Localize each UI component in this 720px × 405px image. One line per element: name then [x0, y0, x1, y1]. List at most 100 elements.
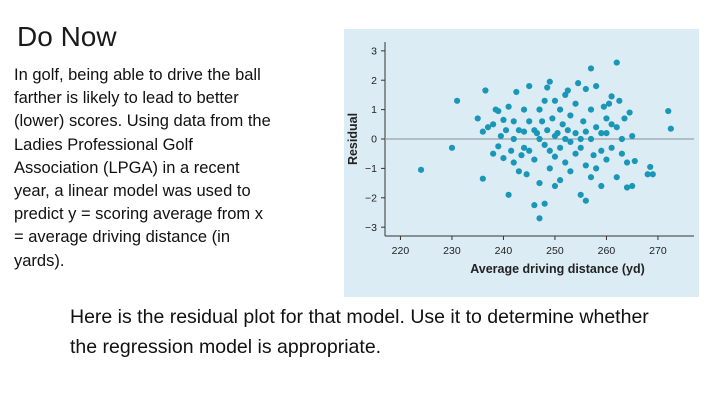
- data-point: [520, 144, 528, 151]
- y-tick-label: −1: [365, 163, 377, 175]
- data-point: [613, 174, 620, 181]
- data-point: [587, 135, 595, 143]
- data-point: [562, 159, 569, 166]
- data-point: [557, 144, 564, 151]
- data-point: [526, 147, 533, 154]
- data-point: [490, 121, 497, 128]
- y-tick-label: −3: [365, 222, 377, 234]
- data-point: [577, 144, 584, 151]
- data-point: [474, 115, 481, 122]
- data-point: [665, 107, 672, 115]
- data-point: [533, 130, 541, 137]
- x-axis-title: Average driving distance (yd): [470, 262, 645, 276]
- data-point: [557, 106, 564, 113]
- data-point: [629, 132, 636, 140]
- data-point: [541, 97, 548, 104]
- data-point: [582, 162, 589, 169]
- data-point: [538, 118, 546, 125]
- data-point: [582, 85, 589, 93]
- plot-points: [417, 59, 674, 222]
- y-axis-title: Residual: [346, 113, 360, 165]
- data-point: [587, 106, 595, 113]
- data-point: [526, 118, 533, 125]
- data-point: [479, 175, 486, 182]
- data-point: [623, 159, 631, 166]
- data-point: [577, 135, 584, 143]
- data-point: [613, 124, 620, 131]
- data-point: [593, 124, 600, 131]
- y-tick-label: 2: [371, 75, 377, 87]
- x-tick-label: 230: [443, 245, 461, 257]
- data-point: [515, 168, 522, 175]
- data-point: [590, 152, 597, 159]
- data-point: [616, 97, 623, 104]
- data-point: [551, 182, 559, 190]
- data-point: [546, 165, 553, 172]
- data-point: [618, 150, 625, 157]
- intro-paragraph: In golf, being able to drive the ball fa…: [14, 66, 271, 270]
- data-point: [515, 127, 522, 134]
- data-point: [603, 156, 610, 163]
- data-point: [564, 87, 571, 94]
- data-point: [551, 153, 559, 160]
- data-point: [479, 128, 486, 135]
- residual-plot-panel: 3 2 1 0 −1 −2 −3 220 230 240 250 260 270 Residual Av…: [344, 29, 699, 297]
- data-point: [502, 127, 510, 134]
- data-point: [505, 103, 512, 110]
- data-point: [510, 159, 517, 166]
- data-point: [572, 100, 579, 107]
- data-point: [549, 115, 556, 122]
- data-point: [582, 197, 589, 204]
- data-point: [587, 174, 595, 181]
- data-point: [536, 135, 543, 143]
- data-point: [541, 141, 548, 148]
- data-point: [541, 200, 548, 207]
- data-point: [600, 103, 607, 110]
- data-point: [536, 215, 543, 222]
- y-tick-label: −2: [365, 192, 377, 204]
- data-point: [536, 106, 543, 113]
- data-point: [448, 144, 456, 151]
- data-point: [495, 107, 502, 115]
- data-point: [587, 65, 595, 72]
- data-point: [580, 118, 587, 125]
- data-point: [482, 87, 489, 94]
- data-point: [513, 88, 520, 96]
- x-tick-label: 220: [392, 245, 410, 257]
- data-point: [608, 121, 615, 128]
- y-tick-label: 0: [371, 134, 377, 146]
- data-point: [523, 171, 530, 178]
- data-point: [621, 115, 628, 122]
- data-point: [598, 130, 605, 137]
- data-point: [605, 100, 613, 107]
- data-point: [647, 163, 654, 171]
- data-point: [505, 191, 512, 198]
- data-point: [526, 82, 533, 90]
- data-point: [593, 82, 600, 90]
- data-point: [629, 182, 636, 190]
- data-point: [546, 78, 553, 85]
- data-point: [572, 150, 579, 157]
- data-point: [554, 130, 561, 137]
- residual-plot-prompt: Here is the residual plot for that model…: [70, 306, 649, 358]
- plot-axes: 3 2 1 0 −1 −2 −3 220 230 240 250 260 270: [365, 42, 694, 257]
- data-point: [544, 84, 551, 91]
- data-point: [531, 202, 538, 209]
- data-point: [577, 191, 584, 198]
- data-point: [608, 93, 615, 100]
- data-point: [598, 147, 605, 154]
- data-point: [520, 128, 528, 135]
- y-tick-label: 1: [371, 104, 377, 116]
- x-tick-label: 260: [598, 245, 616, 257]
- data-point: [417, 166, 425, 173]
- data-point: [559, 121, 566, 128]
- data-point: [484, 124, 492, 131]
- slide-title: Do Now: [17, 21, 117, 52]
- data-point: [582, 128, 589, 135]
- data-point: [490, 150, 497, 157]
- data-point: [575, 80, 582, 87]
- data-point: [495, 143, 502, 150]
- data-point: [631, 157, 638, 165]
- data-point: [557, 177, 564, 184]
- data-point: [564, 127, 571, 134]
